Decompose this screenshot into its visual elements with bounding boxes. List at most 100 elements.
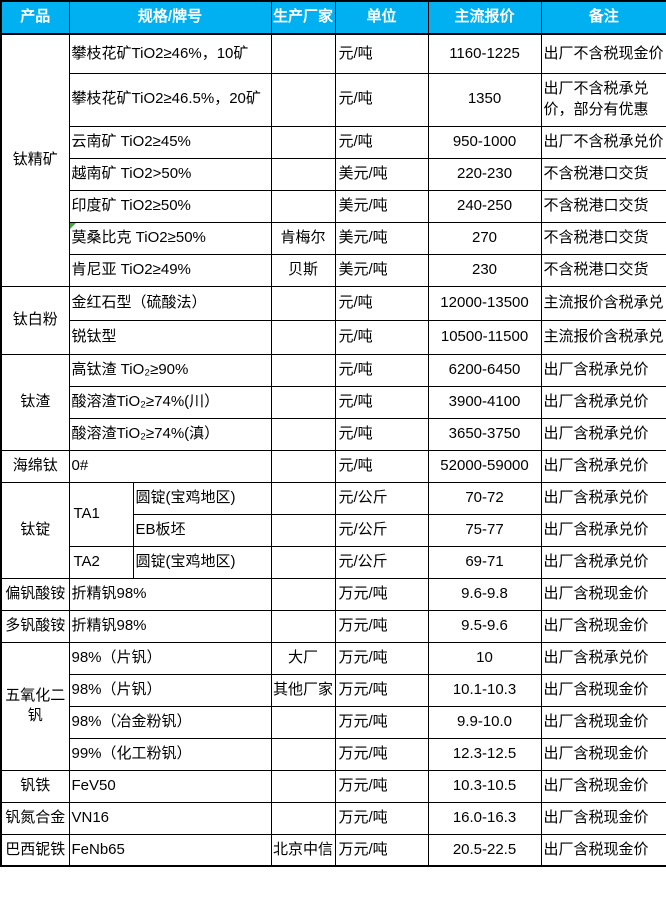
col-header-unit: 单位: [334, 0, 429, 35]
price-cell: 12000-13500: [427, 285, 542, 321]
spec-cell: 98%（片钒）: [68, 641, 272, 675]
manufacturer-cell: [270, 285, 336, 321]
manufacturer-cell: 大厂: [270, 641, 336, 675]
table-row: 越南矿 TiO2>50% 美元/吨 220-230 不含税港口交货: [1, 157, 666, 191]
table-row: 98%（冶金粉钒） 万元/吨 9.9-10.0 出厂含税现金价: [1, 705, 666, 739]
note-cell: 出厂含税现金价: [540, 609, 666, 643]
unit-cell: 元/吨: [334, 72, 429, 127]
table-row: 五氧化二钒 98%（片钒） 大厂 万元/吨 10 出厂含税承兑价: [0, 641, 666, 771]
col-header-manufacturer: 生产厂家: [270, 0, 336, 35]
col-header-price: 主流报价: [427, 0, 542, 35]
col-header-spec: 规格/牌号: [68, 0, 272, 35]
table-row: 98%（片钒） 其他厂家 万元/吨 10.1-10.3 出厂含税现金价: [1, 673, 666, 707]
spec-cell: 99%（化工粉钒）: [68, 737, 272, 771]
price-cell: 75-77: [427, 513, 542, 547]
spec-cell: 越南矿 TiO2>50%: [68, 157, 272, 191]
manufacturer-cell: [270, 769, 336, 803]
spec-cell: FeV50: [68, 769, 272, 803]
unit-cell: 元/公斤: [334, 545, 429, 579]
product-cell: 多钒酸铵: [0, 609, 70, 643]
spec-cell: 攀枝花矿TiO2≥46.5%，20矿: [68, 72, 272, 127]
price-cell: 220-230: [427, 157, 542, 191]
price-cell: 950-1000: [427, 125, 542, 159]
note-cell: 出厂含税现金价: [540, 673, 666, 707]
manufacturer-cell: [270, 513, 336, 547]
note-cell: 出厂含税承兑价: [540, 449, 666, 483]
table-row: 肯尼亚 TiO2≥49% 贝斯 美元/吨 230 不含税港口交货: [1, 253, 666, 287]
spec-cell: 0#: [68, 449, 272, 483]
table-row: 钛锭 TA1 圆锭(宝鸡地区) 元/公斤 70-72 出厂含税承兑价: [0, 481, 666, 579]
note-cell: 出厂含税现金价: [540, 737, 666, 771]
table-row: 多钒酸铵 折精钒98% 万元/吨 9.5-9.6 出厂含税现金价: [0, 609, 666, 643]
price-cell: 1350: [427, 72, 542, 127]
spec-cell: 金红石型（硫酸法）: [68, 285, 272, 321]
note-cell: 出厂含税承兑价: [540, 417, 666, 451]
spec-cell: 98%（冶金粉钒）: [68, 705, 272, 739]
table-row: 印度矿 TiO2≥50% 美元/吨 240-250 不含税港口交货: [1, 189, 666, 223]
product-cell: 海绵钛: [0, 449, 70, 483]
unit-cell: 美元/吨: [334, 189, 429, 223]
price-cell: 12.3-12.5: [427, 737, 542, 771]
unit-cell: 元/吨: [334, 33, 429, 74]
table-row: 锐钛型 元/吨 10500-11500 主流报价含税承兑: [1, 319, 666, 355]
product-cell: 钛渣: [0, 353, 70, 451]
manufacturer-cell: 贝斯: [270, 253, 336, 287]
price-cell: 10: [427, 641, 542, 675]
manufacturer-cell: [270, 577, 336, 611]
note-cell: 不含税港口交货: [540, 157, 666, 191]
table-row: 攀枝花矿TiO2≥46.5%，20矿 元/吨 1350 出厂不含税承兑价，部分有…: [1, 72, 666, 127]
table-row: 海绵钛 0# 元/吨 52000-59000 出厂含税承兑价: [0, 449, 666, 483]
spec-cell: 攀枝花矿TiO2≥46%，10矿: [68, 33, 272, 74]
header-row: 产品 规格/牌号 生产厂家 单位 主流报价 备注: [0, 0, 666, 35]
grade-cell: TA2: [68, 545, 134, 579]
manufacturer-cell: [270, 33, 336, 74]
note-cell: 出厂不含税承兑价，部分有优惠: [540, 72, 666, 127]
manufacturer-cell: 肯梅尔: [270, 221, 336, 255]
manufacturer-cell: 其他厂家: [270, 673, 336, 707]
note-cell: 出厂含税承兑价: [540, 513, 666, 547]
unit-cell: 万元/吨: [334, 673, 429, 707]
spec-cell: EB板坯: [132, 513, 272, 547]
product-cell: 钛精矿: [0, 33, 70, 287]
price-table: 产品 规格/牌号 生产厂家 单位 主流报价 备注 钛精矿 攀枝花矿TiO2≥46…: [0, 0, 666, 867]
manufacturer-cell: [270, 737, 336, 771]
note-cell: 出厂含税承兑价: [540, 385, 666, 419]
spec-cell: 98%（片钒）: [68, 673, 272, 707]
price-cell: 1160-1225: [427, 33, 542, 74]
spec-cell: 云南矿 TiO2≥45%: [68, 125, 272, 159]
unit-cell: 元/公斤: [334, 481, 429, 515]
product-cell: 钒铁: [0, 769, 70, 803]
note-cell: 出厂含税现金价: [540, 577, 666, 611]
spec-cell: 莫桑比克 TiO2≥50%: [68, 221, 272, 255]
note-cell: 主流报价含税承兑: [540, 285, 666, 321]
product-cell: 钛白粉: [0, 285, 70, 355]
product-cell: 钛锭: [0, 481, 70, 579]
price-cell: 9.5-9.6: [427, 609, 542, 643]
table-row: 巴西铌铁 FeNb65 北京中信 万元/吨 20.5-22.5 出厂含税现金价: [0, 833, 666, 867]
unit-cell: 万元/吨: [334, 609, 429, 643]
manufacturer-cell: [270, 481, 336, 515]
unit-cell: 元/吨: [334, 285, 429, 321]
price-cell: 9.9-10.0: [427, 705, 542, 739]
unit-cell: 元/吨: [334, 385, 429, 419]
manufacturer-cell: [270, 385, 336, 419]
manufacturer-cell: [270, 319, 336, 355]
table-row: 莫桑比克 TiO2≥50% 肯梅尔 美元/吨 270 不含税港口交货: [1, 221, 666, 255]
manufacturer-cell: 北京中信: [270, 833, 336, 867]
note-cell: 出厂含税现金价: [540, 705, 666, 739]
col-header-note: 备注: [540, 0, 666, 35]
price-cell: 240-250: [427, 189, 542, 223]
unit-cell: 万元/吨: [334, 641, 429, 675]
spec-cell: 高钛渣 TiO₂≥90%: [68, 353, 272, 387]
unit-cell: 元/吨: [334, 319, 429, 355]
col-header-product: 产品: [0, 0, 70, 35]
price-cell: 70-72: [427, 481, 542, 515]
note-cell: 不含税港口交货: [540, 253, 666, 287]
table-row: 钛白粉 金红石型（硫酸法） 元/吨 12000-13500 主流报价含税承兑: [0, 285, 666, 355]
table-row: 钒氮合金 VN16 万元/吨 16.0-16.3 出厂含税现金价: [0, 801, 666, 835]
unit-cell: 元/吨: [334, 353, 429, 387]
table-row: 99%（化工粉钒） 万元/吨 12.3-12.5 出厂含税现金价: [1, 737, 666, 771]
manufacturer-cell: [270, 157, 336, 191]
price-cell: 270: [427, 221, 542, 255]
comment-marker-icon: [70, 223, 76, 229]
